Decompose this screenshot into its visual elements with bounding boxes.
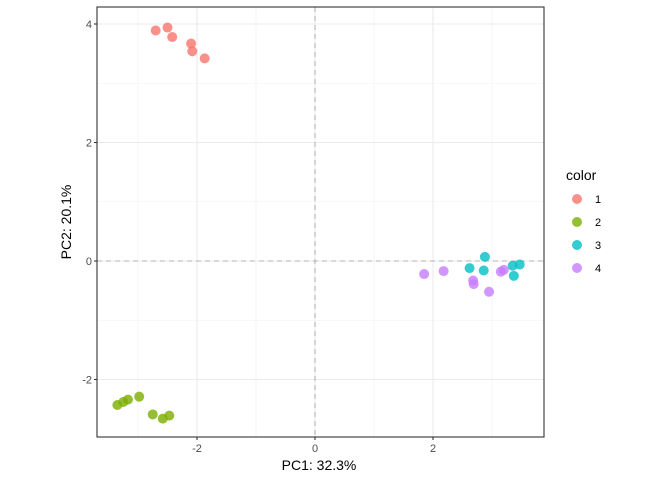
data-point-series-2 <box>122 394 133 405</box>
axis-ticks <box>94 23 434 440</box>
legend-label-series-2: 2 <box>595 217 601 229</box>
legend-key-series-4 <box>572 263 582 273</box>
x-tick-label: 2 <box>430 443 436 455</box>
data-point-series-4 <box>484 286 495 297</box>
legend-key-series-3 <box>572 240 582 250</box>
data-point-series-4 <box>498 264 509 275</box>
data-point-series-4 <box>438 266 449 277</box>
data-point-series-1 <box>150 25 161 36</box>
legend: color 1 2 3 4 <box>566 167 601 275</box>
data-point-series-3 <box>464 263 475 274</box>
data-point-series-2 <box>134 391 145 402</box>
x-axis-title: PC1: 32.3% <box>282 457 357 473</box>
x-tick-label: 0 <box>312 443 318 455</box>
data-points <box>112 22 525 424</box>
legend-label-series-1: 1 <box>595 194 601 206</box>
data-point-series-2 <box>147 409 158 420</box>
y-tick-label: 4 <box>86 19 92 31</box>
legend-label-series-3: 3 <box>595 240 601 252</box>
legend-key-series-1 <box>572 194 582 204</box>
x-tick-label: -2 <box>192 443 202 455</box>
data-point-series-1 <box>167 32 178 43</box>
data-point-series-1 <box>162 22 173 33</box>
data-point-series-3 <box>479 251 490 262</box>
minor-gridlines <box>97 7 544 437</box>
data-point-series-4 <box>468 279 479 290</box>
panel-border <box>96 6 545 438</box>
reference-lines <box>97 7 544 437</box>
y-tick-label: -2 <box>82 375 92 387</box>
data-point-series-4 <box>419 269 430 280</box>
legend-title: color <box>566 167 597 183</box>
legend-label-series-4: 4 <box>595 263 601 275</box>
data-point-series-3 <box>478 265 489 276</box>
axis-tick-labels: -2 0 2 -2 0 2 4 <box>82 19 436 455</box>
legend-key-series-2 <box>572 217 582 227</box>
data-point-series-2 <box>164 410 175 421</box>
data-point-series-1 <box>187 46 198 57</box>
data-point-series-3 <box>514 259 525 270</box>
y-axis-title: PC2: 20.1% <box>58 185 74 260</box>
data-point-series-1 <box>199 53 210 64</box>
data-point-series-3 <box>508 270 519 281</box>
y-tick-label: 0 <box>86 256 92 268</box>
data-point-series-1 <box>186 38 197 49</box>
y-tick-label: 2 <box>86 138 92 150</box>
